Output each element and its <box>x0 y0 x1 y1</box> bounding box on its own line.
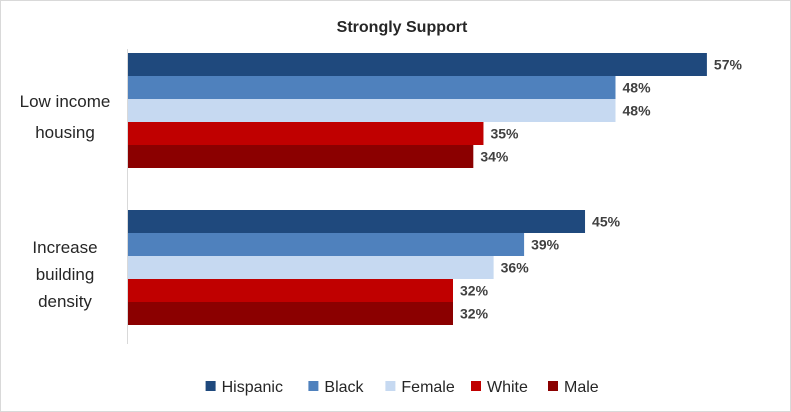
legend-item-white: White <box>471 379 528 396</box>
bar-black-0 <box>128 76 616 99</box>
data-label-white-0: 35% <box>490 126 519 142</box>
data-label-black-1: 39% <box>531 237 560 253</box>
category-label-line: building <box>36 265 95 284</box>
data-label-male-1: 32% <box>460 306 489 322</box>
category-label-line: Increase <box>32 238 97 257</box>
bar-hispanic-0 <box>128 53 707 76</box>
legend-swatch <box>471 381 481 391</box>
category-label-line: housing <box>35 123 95 142</box>
data-label-hispanic-0: 57% <box>714 57 743 73</box>
legend-swatch <box>385 381 396 391</box>
legend-swatch <box>308 381 319 391</box>
data-labels: 57% 45% 48% 39% 48% 36% 35% 32% 34% 32% <box>460 57 742 322</box>
legend-item-black: Black <box>308 379 365 396</box>
legend-item-male: Male <box>548 379 599 396</box>
legend-label: White <box>487 379 528 396</box>
bar-hispanic-1 <box>128 210 586 233</box>
legend-label: Female <box>401 379 454 396</box>
legend-swatch <box>205 381 216 391</box>
bar-white-1 <box>128 279 453 302</box>
bars <box>128 53 707 325</box>
category-label-0: Low income housing <box>20 92 111 142</box>
category-labels: Low income housing Increase building density <box>20 92 111 311</box>
data-label-hispanic-1: 45% <box>592 214 621 230</box>
legend-swatch <box>548 381 558 391</box>
bar-male-1 <box>128 302 453 325</box>
category-label-1: Increase building density <box>32 238 97 311</box>
legend-label: Male <box>564 379 599 396</box>
category-label-line: Low income <box>20 92 111 111</box>
legend-item-female: Female <box>385 379 455 396</box>
bar-white-0 <box>128 122 484 145</box>
legend: Hispanic Black Female White Male <box>205 379 599 396</box>
bar-black-1 <box>128 233 525 256</box>
legend-item-hispanic: Hispanic <box>205 379 283 396</box>
legend-label: Black <box>324 379 364 396</box>
data-label-white-1: 32% <box>460 283 489 299</box>
category-label-line: density <box>38 292 92 311</box>
legend-label: Hispanic <box>222 379 283 396</box>
data-label-female-0: 48% <box>623 103 652 119</box>
bar-female-0 <box>128 99 616 122</box>
bar-male-0 <box>128 145 474 168</box>
data-label-female-1: 36% <box>501 260 530 276</box>
bar-female-1 <box>128 256 494 279</box>
data-label-male-0: 34% <box>480 149 509 165</box>
data-label-black-0: 48% <box>623 80 652 96</box>
chart-title: Strongly Support <box>337 19 468 36</box>
